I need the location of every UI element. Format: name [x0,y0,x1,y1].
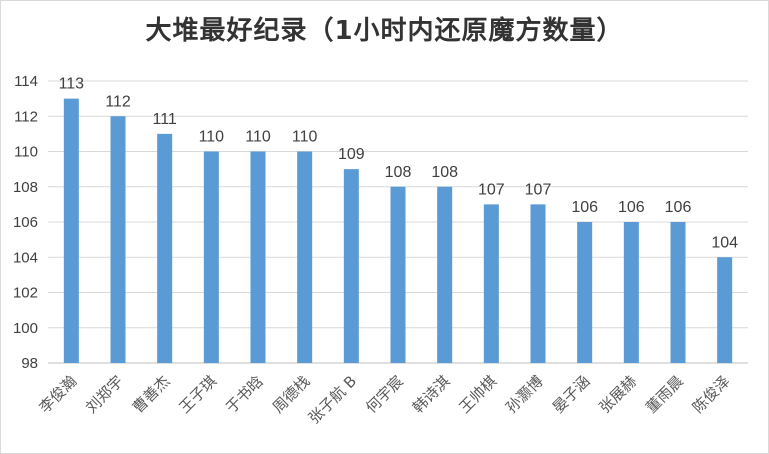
bar [390,186,406,363]
bar [670,222,686,363]
data-label: 106 [665,199,692,216]
bar [717,257,733,363]
y-tick-label: 106 [13,214,38,231]
x-category-label: 张子航 B [305,372,360,427]
data-label: 111 [153,111,177,128]
y-tick-label: 98 [21,355,38,372]
x-category-label: 王帅棋 [456,372,501,417]
y-tick-label: 104 [13,249,38,266]
data-label: 106 [571,199,598,216]
data-labels: 113 112 111 110 110 110 109 108 108 107 107 106 106 1… [59,76,739,252]
x-category-label: 周德栈 [269,372,314,417]
x-category-label: 刘郑宇 [82,372,127,417]
data-label: 107 [478,181,505,198]
bar [297,151,313,363]
y-axis-ticks: 98 100 102 104 106 108 110 112 114 [13,73,38,372]
data-label: 107 [525,181,552,198]
x-category-label: 孙灏博 [502,372,547,417]
data-label: 108 [431,164,458,181]
y-tick-label: 108 [13,179,38,196]
y-tick-label: 100 [13,320,38,337]
bar [577,222,593,363]
x-category-label: 何宇宸 [362,372,407,417]
data-label: 106 [618,199,645,216]
bar [343,169,359,363]
bar [110,116,126,363]
bar [250,151,266,363]
y-tick-label: 102 [13,285,38,302]
x-category-label: 曹善杰 [129,372,174,417]
data-label: 108 [385,164,412,181]
data-label: 104 [711,234,738,251]
bar [63,98,79,363]
x-category-label: 王子琪 [176,372,221,417]
bar [437,186,453,363]
bar [623,222,639,363]
bar [483,204,499,363]
data-label: 110 [245,129,271,146]
bars [63,98,733,363]
x-category-label: 李俊瀚 [36,372,81,417]
x-category-label: 韩诗淇 [409,372,454,417]
y-tick-label: 112 [14,108,38,125]
bar [530,204,546,363]
data-label: 110 [292,129,318,146]
x-category-label: 晏子涵 [549,372,594,417]
data-label: 110 [199,129,225,146]
data-label: 113 [59,76,85,93]
x-category-label: 张展赫 [596,372,641,417]
data-label: 109 [338,146,365,163]
chart-title: 大堆最好纪录（1小时内还原魔方数量） [145,16,624,46]
x-category-label: 于书晗 [222,372,267,417]
y-tick-label: 114 [14,73,38,90]
y-tick-label: 110 [14,144,38,161]
data-label: 112 [105,93,131,110]
x-category-label: 陈俊泽 [689,372,734,417]
bar [157,133,173,363]
bar [203,151,219,363]
x-category-label: 董雨晨 [642,372,687,417]
